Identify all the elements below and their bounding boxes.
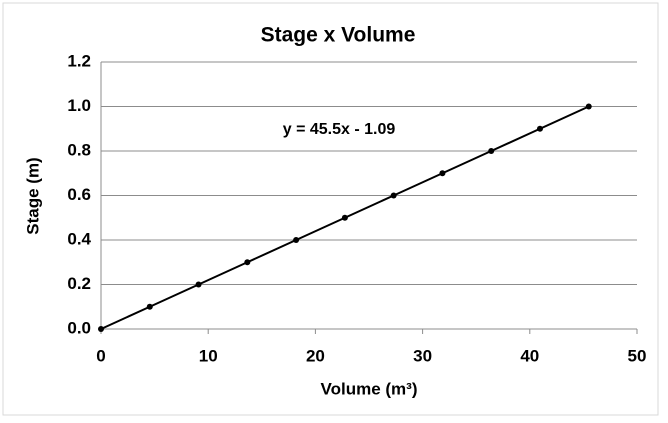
x-tick-label: 20 bbox=[306, 346, 325, 365]
y-tick-label: 0.6 bbox=[67, 185, 91, 204]
y-tick-label: 0.0 bbox=[67, 318, 91, 337]
chart-title: Stage x Volume bbox=[261, 24, 416, 47]
marker bbox=[488, 148, 495, 154]
y-tick-label: 1.0 bbox=[67, 96, 91, 115]
x-tick-label: 0 bbox=[96, 346, 105, 365]
x-tick-label: 30 bbox=[413, 346, 432, 365]
marker bbox=[293, 237, 300, 243]
marker bbox=[146, 303, 153, 310]
y-tick-label: 0.2 bbox=[67, 274, 91, 293]
x-tick-label: 10 bbox=[199, 346, 218, 365]
marker bbox=[341, 214, 348, 221]
marker bbox=[536, 125, 543, 132]
marker bbox=[439, 170, 446, 177]
x-tick-label: 40 bbox=[520, 346, 539, 365]
y-tick-label: 0.8 bbox=[67, 140, 91, 159]
marker bbox=[244, 259, 251, 266]
marker bbox=[585, 103, 592, 110]
chart-border bbox=[2, 2, 659, 416]
y-tick-label: 1.2 bbox=[67, 51, 91, 70]
marker bbox=[195, 281, 202, 288]
y-axis-label: Stage (m) bbox=[23, 157, 42, 234]
x-tick-label: 50 bbox=[628, 346, 647, 365]
marker bbox=[98, 326, 104, 332]
x-axis-label: Volume (m³) bbox=[321, 379, 418, 398]
marker bbox=[390, 192, 397, 199]
y-tick-label: 0.4 bbox=[67, 229, 91, 248]
annotation: y = 45.5x - 1.09 bbox=[283, 121, 396, 138]
